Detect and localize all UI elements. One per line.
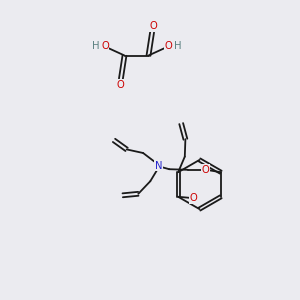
Text: O: O: [116, 80, 124, 90]
Text: O: O: [190, 193, 198, 203]
Text: O: O: [101, 41, 109, 52]
Text: O: O: [164, 41, 172, 52]
Text: O: O: [202, 165, 210, 175]
Text: H: H: [92, 40, 99, 51]
Text: N: N: [155, 160, 163, 171]
Text: H: H: [174, 40, 182, 51]
Text: O: O: [149, 21, 157, 32]
